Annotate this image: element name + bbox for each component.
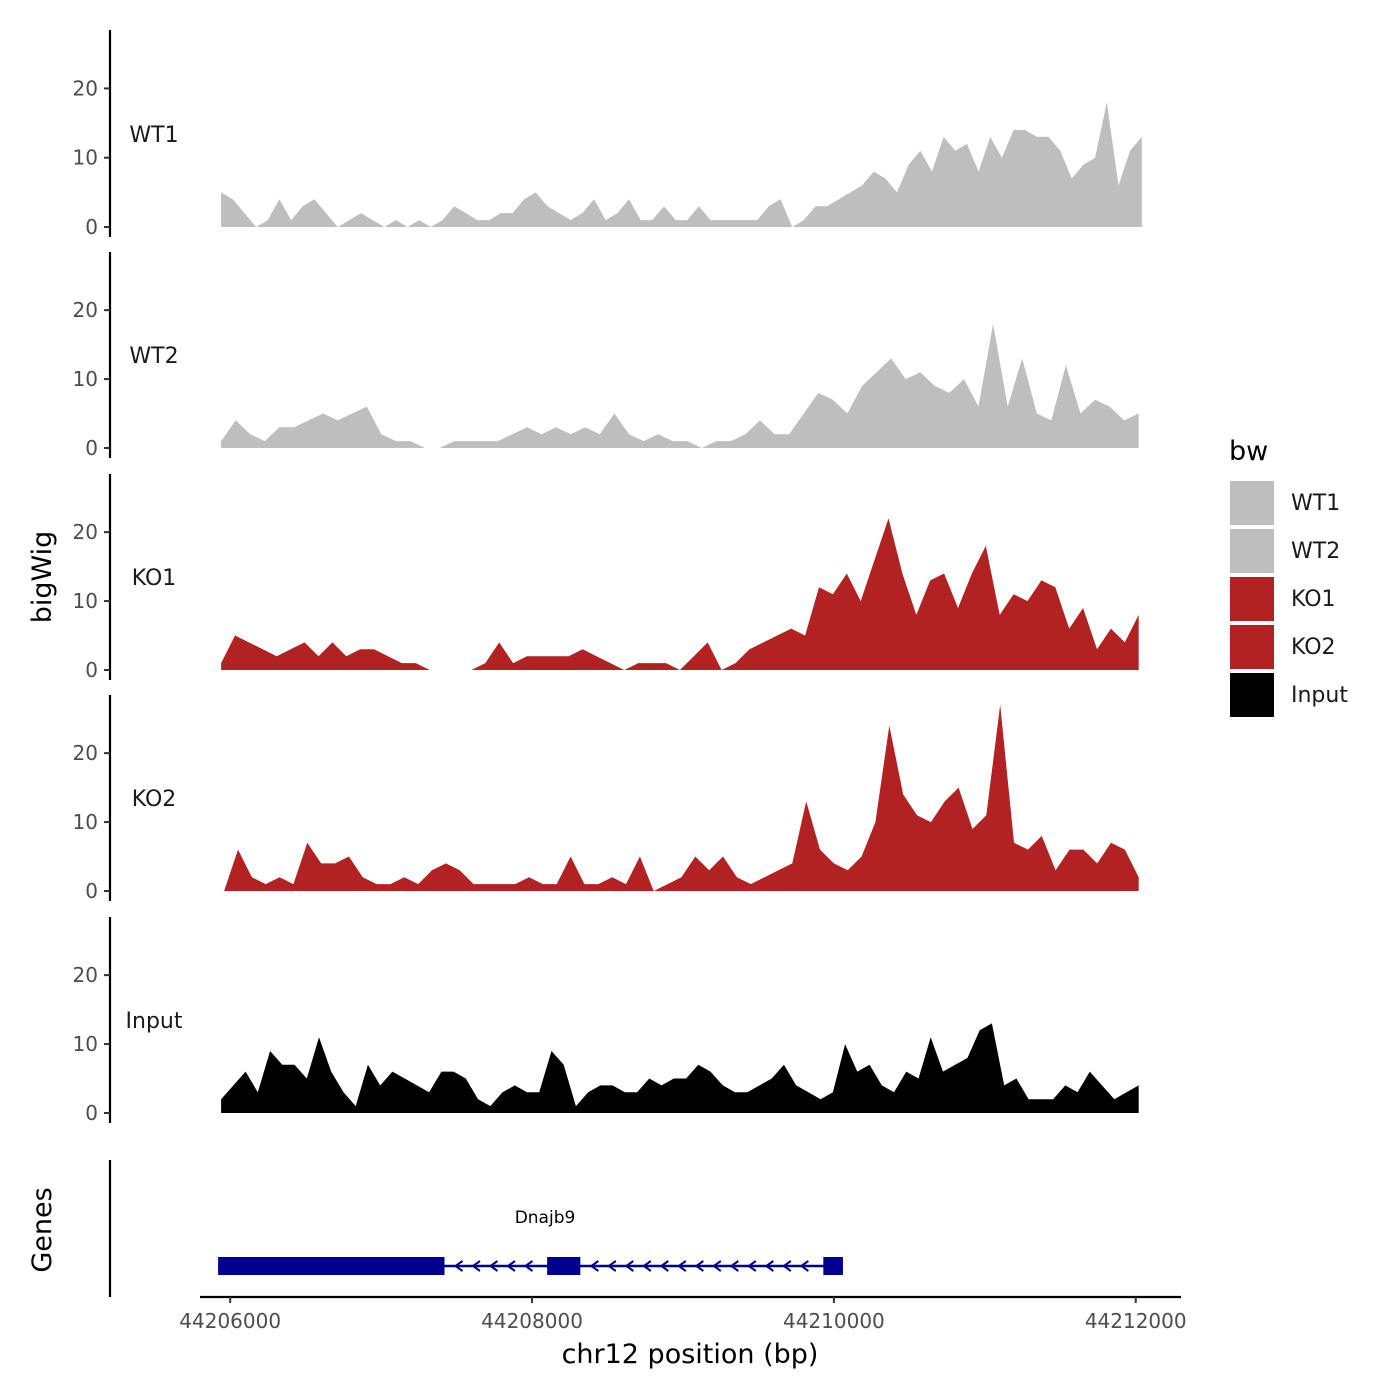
y-tick-label: 20 (73, 963, 98, 987)
strand-arrow (712, 1260, 722, 1272)
legend-swatch-wt1 (1230, 481, 1274, 525)
y-tick-label: 20 (73, 741, 98, 765)
track-wt2: 0 10 20 WT2 (73, 252, 1139, 460)
coverage-area-ko1 (221, 518, 1139, 670)
legend-swatch-input (1230, 673, 1274, 717)
strand-arrow (471, 1260, 481, 1272)
legend-label-input: Input (1291, 683, 1348, 708)
strand-arrow (488, 1260, 499, 1272)
y-axis-title: bigWig (27, 531, 58, 624)
track-label: WT2 (129, 344, 178, 369)
coverage-area-input (221, 1023, 1139, 1113)
y-tick-label: 0 (85, 1101, 98, 1125)
track-label: KO2 (132, 787, 177, 812)
gene-exon (823, 1257, 843, 1275)
gene-exon (218, 1257, 445, 1275)
y-tick-label: 0 (85, 879, 98, 903)
legend-swatch-ko1 (1230, 577, 1274, 621)
legend-label-wt1: WT1 (1291, 491, 1340, 516)
strand-arrow (694, 1260, 704, 1272)
strand-arrow (764, 1260, 774, 1272)
track-label: KO1 (132, 566, 177, 591)
strand-arrow (589, 1260, 599, 1272)
coverage-area-wt1 (221, 102, 1142, 227)
legend-label-wt2: WT2 (1291, 539, 1340, 564)
track-label: Input (126, 1009, 183, 1034)
strand-arrow (729, 1260, 739, 1272)
x-axis-title: chr12 position (bp) (562, 1339, 819, 1370)
strand-arrow (677, 1260, 687, 1272)
strand-arrow (659, 1260, 669, 1272)
y-tick-label: 10 (73, 146, 98, 170)
gene-model: Dnajb9 (218, 1208, 843, 1275)
strand-arrow (782, 1260, 792, 1272)
x-axis: 44206000 44208000 44210000 44212000 (179, 1295, 1187, 1333)
strand-arrow (642, 1260, 652, 1272)
y-tick-label: 10 (73, 367, 98, 391)
y-tick-label: 10 (73, 589, 98, 613)
strand-arrow (607, 1260, 617, 1272)
strand-arrow (453, 1260, 464, 1272)
y-tick-label: 20 (73, 76, 98, 100)
y-tick-label: 0 (85, 215, 98, 239)
strand-arrow (624, 1260, 634, 1272)
genes-panel: Dnajb9 (108, 1160, 843, 1297)
legend-swatch-wt2 (1230, 529, 1274, 573)
x-tick-label: 44212000 (1085, 1309, 1187, 1333)
track-input: 0 10 20 Input (73, 917, 1139, 1125)
legend-label-ko1: KO1 (1291, 587, 1336, 612)
track-ko2: 0 10 20 KO2 (73, 695, 1139, 903)
track-label: WT1 (129, 123, 178, 148)
strand-arrow (523, 1260, 534, 1272)
y-tick-label: 10 (73, 1032, 98, 1056)
genes-axis-title: Genes (27, 1187, 58, 1272)
track-wt1: 0 10 20 WT1 (73, 30, 1142, 239)
track-ko1: 0 10 20 KO1 (73, 474, 1139, 682)
strand-arrow (506, 1260, 516, 1272)
strand-arrow (747, 1260, 757, 1272)
legend-swatch-ko2 (1230, 625, 1274, 669)
legend-title: bw (1229, 436, 1268, 467)
legend: bw WT1 WT2 KO1 KO2 Input (1229, 436, 1348, 717)
coverage-area-wt2 (221, 323, 1139, 448)
gene-exon (547, 1257, 581, 1275)
x-tick-label: 44206000 (179, 1309, 281, 1333)
y-tick-label: 0 (85, 658, 98, 682)
x-tick-label: 44210000 (783, 1309, 885, 1333)
legend-label-ko2: KO2 (1291, 635, 1336, 660)
gene-name-label: Dnajb9 (515, 1208, 576, 1228)
y-tick-label: 0 (85, 436, 98, 460)
y-tick-label: 10 (73, 810, 98, 834)
y-tick-label: 20 (73, 520, 98, 544)
y-tick-label: 20 (73, 298, 98, 322)
coverage-tracks: 0 10 20 WT1 0 10 20 WT2 0 10 20 KO1 0 10 20 KO2 0 10 20 Inp… (73, 30, 1142, 1125)
coverage-area-ko2 (224, 704, 1139, 891)
x-tick-label: 44208000 (481, 1309, 583, 1333)
strand-arrow (799, 1260, 809, 1272)
